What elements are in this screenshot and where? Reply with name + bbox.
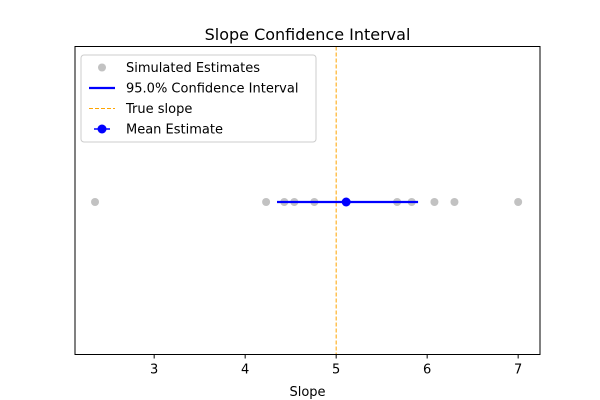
x-tick-label: 3	[150, 363, 158, 378]
legend-label: Simulated Estimates	[126, 61, 260, 76]
simulated-estimate-point	[514, 198, 523, 206]
x-axis-label: Slope	[289, 385, 325, 400]
simulated-estimate-point	[91, 198, 100, 206]
legend-label: Mean Estimate	[126, 123, 223, 138]
chart-title: Slope Confidence Interval	[205, 25, 411, 44]
plot-frame	[74, 46, 541, 355]
legend-box	[80, 54, 317, 143]
legend-item: Mean Estimate	[94, 123, 223, 138]
mean-estimate-point	[341, 197, 351, 207]
plot-area	[91, 46, 523, 355]
legend-item: 95.0% Confidence Interval	[89, 82, 298, 97]
legend-item: Simulated Estimates	[98, 61, 260, 76]
legend-marker	[98, 63, 106, 72]
simulated-estimate-point	[262, 198, 271, 206]
x-tick-label: 5	[332, 363, 340, 378]
legend-marker	[97, 124, 107, 134]
legend-label: 95.0% Confidence Interval	[126, 82, 298, 97]
simulated-estimate-point	[450, 198, 459, 206]
x-tick-label: 6	[423, 363, 431, 378]
legend-item: True slope	[89, 102, 192, 117]
x-tick-label: 7	[514, 363, 522, 378]
x-tick-label: 4	[241, 363, 249, 378]
x-axis: 3 4 5 6 7	[150, 354, 522, 378]
legend-label: True slope	[125, 102, 192, 117]
simulated-estimate-point	[430, 198, 439, 206]
legend: Simulated Estimates 95.0% Confidence Inte…	[80, 54, 317, 143]
